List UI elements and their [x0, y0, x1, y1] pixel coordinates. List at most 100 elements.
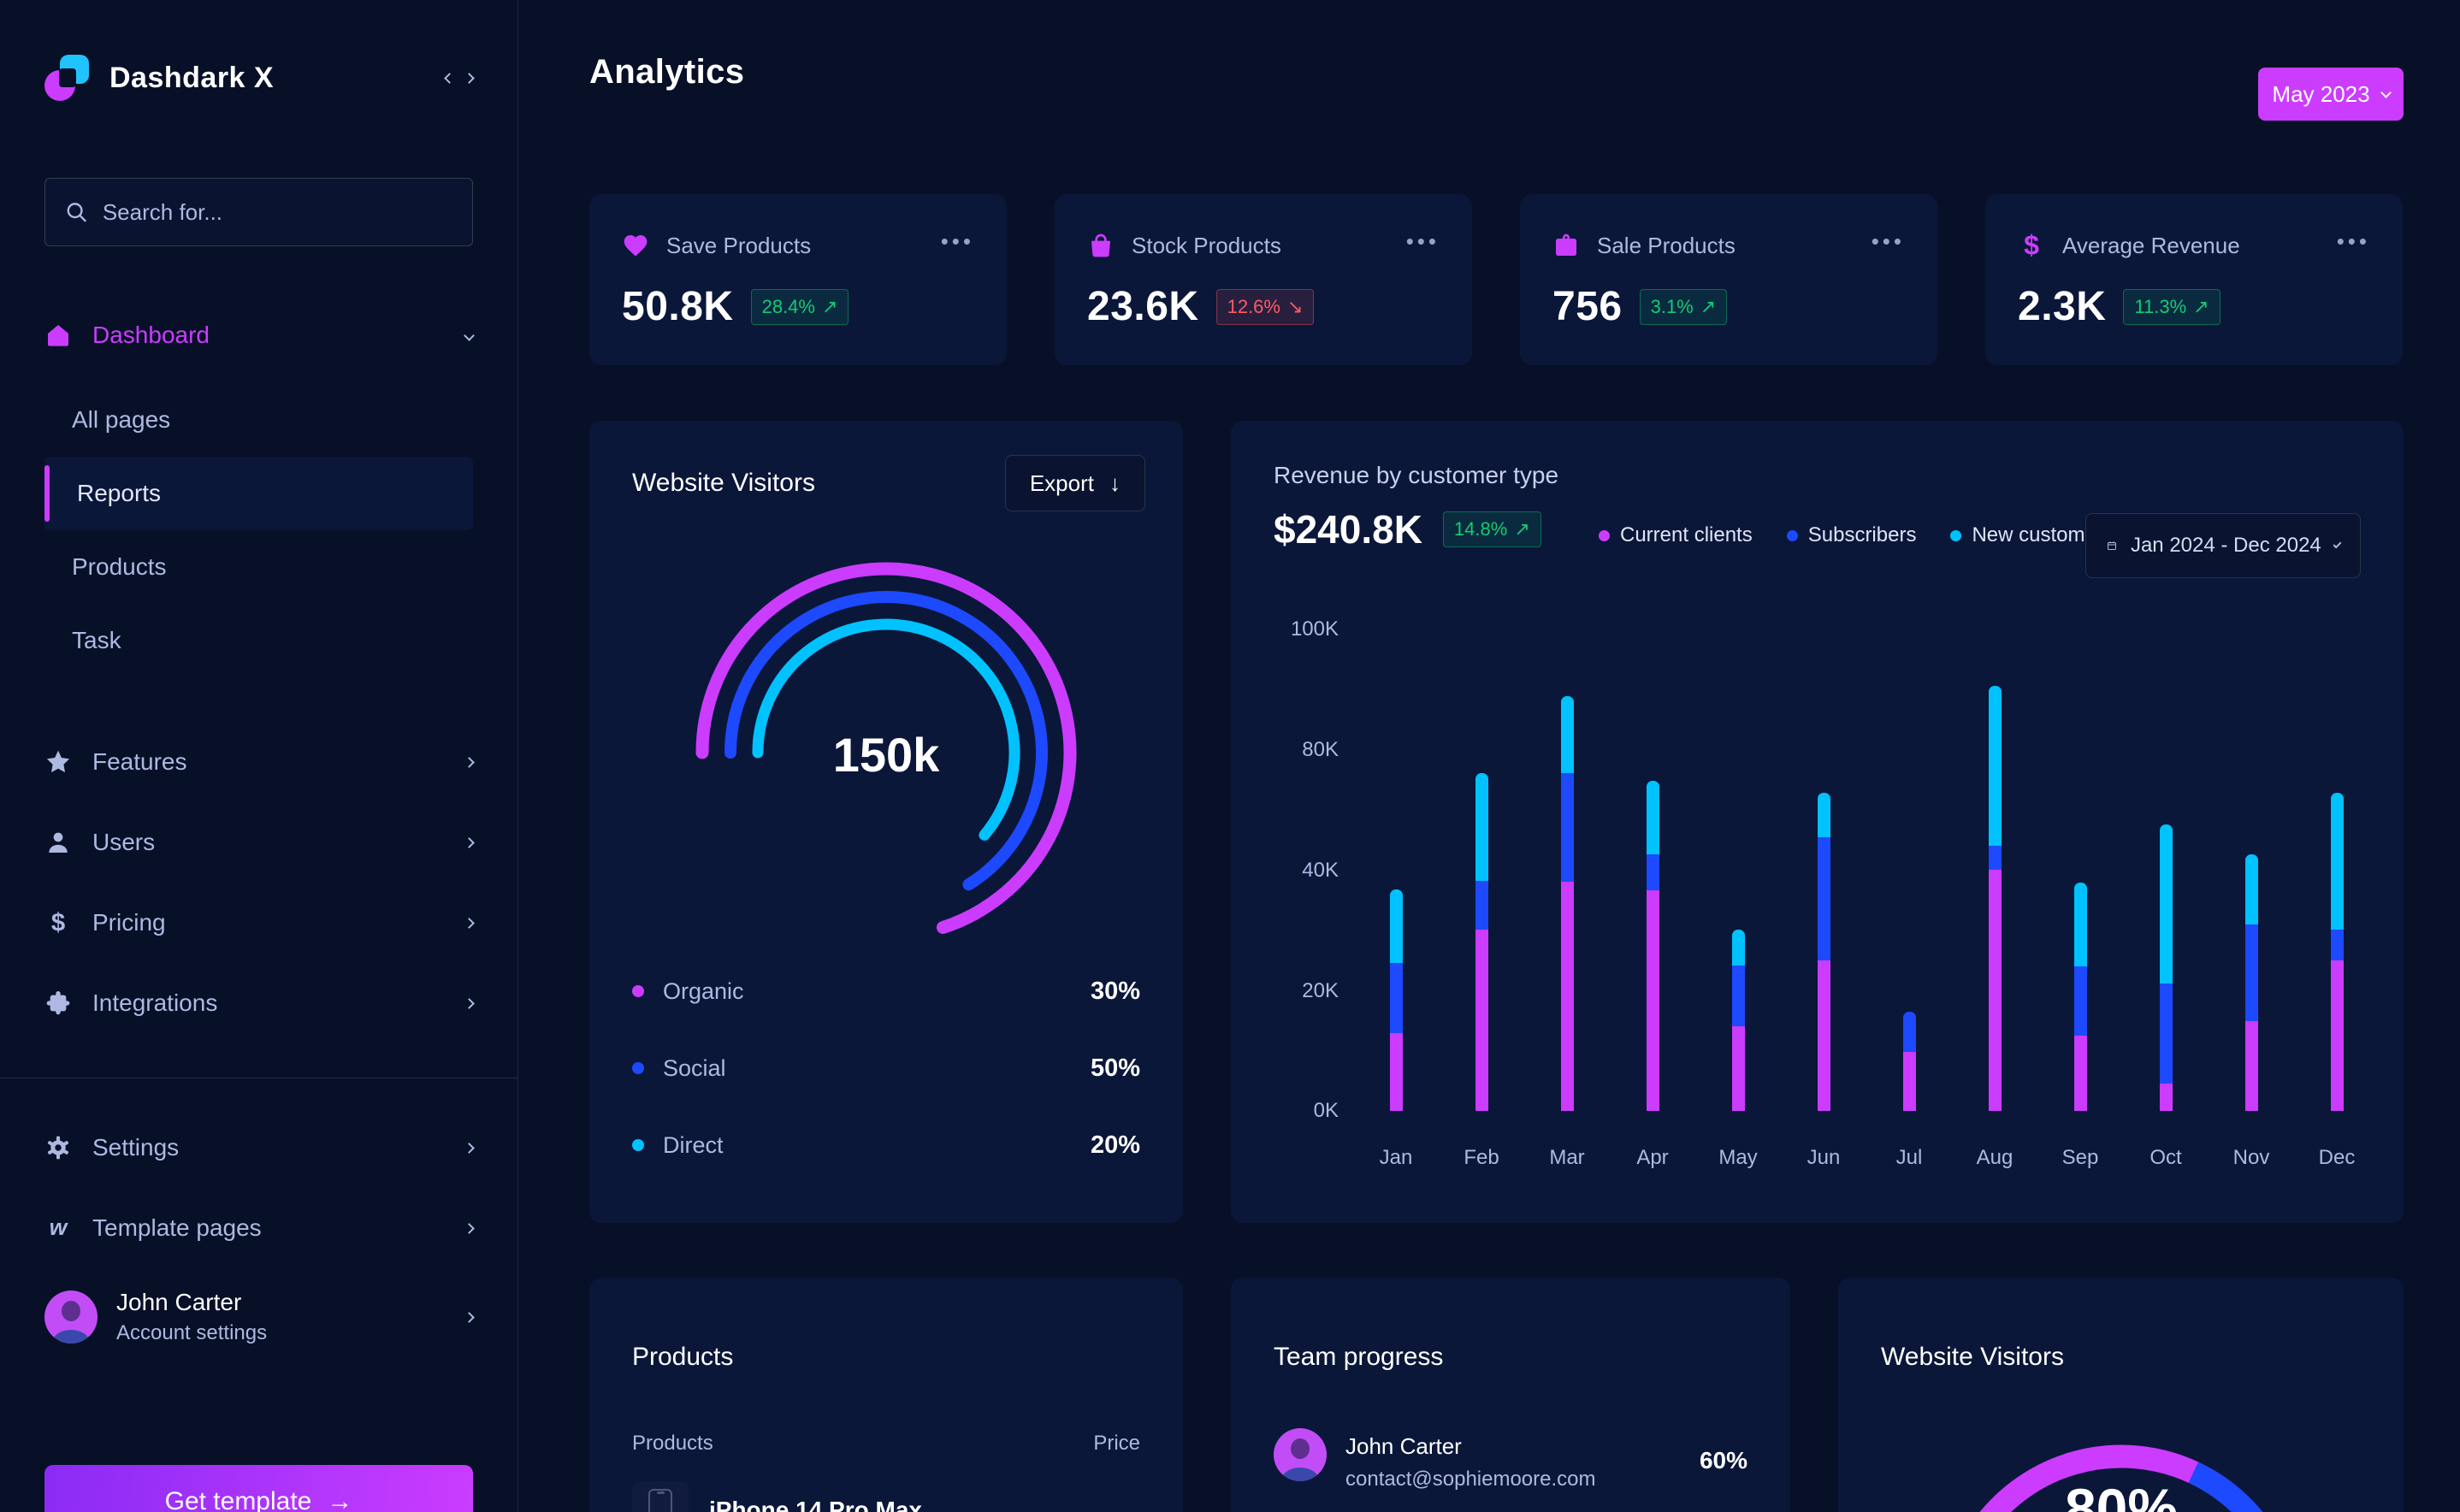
x-axis-label: Apr: [1636, 1146, 1669, 1169]
y-axis-tick: 0K: [1313, 1099, 1339, 1122]
webflow-icon: w: [50, 1214, 69, 1240]
sidebar-item-pricing[interactable]: $ Pricing: [44, 883, 475, 963]
legend-item-subscribers: Subscribers: [1786, 523, 1916, 547]
visitors-legend: Organic 30% Social 50% Direct 20%: [632, 953, 1140, 1184]
bar-segment: [1647, 890, 1659, 1111]
stacked-bar[interactable]: [1732, 929, 1745, 1111]
stat-delta-badge: 11.3% ↗: [2123, 288, 2221, 325]
legend-dot: [632, 985, 644, 997]
phone-icon: [648, 1489, 672, 1512]
bar-segment: [1732, 1025, 1745, 1111]
bar-segment: [2074, 966, 2087, 1037]
sidebar-item-integrations[interactable]: Integrations: [44, 963, 475, 1043]
bar-segment: [1647, 853, 1659, 891]
shopping-bag-icon: [1091, 233, 1110, 257]
y-axis-tick: 100K: [1290, 617, 1339, 641]
legend-row-organic: Organic 30%: [632, 953, 1140, 1030]
y-axis-tick: 40K: [1302, 859, 1339, 882]
puzzle-icon: [46, 991, 70, 1015]
sidebar-item-template-pages[interactable]: w Template pages: [44, 1188, 475, 1268]
star-icon: [46, 750, 70, 773]
sidebar-item-features[interactable]: Features: [44, 722, 475, 802]
sidebar-item-users[interactable]: Users: [44, 802, 475, 883]
card-title: Website Visitors: [632, 469, 815, 497]
stacked-bar[interactable]: [1989, 685, 2002, 1111]
account-settings-item[interactable]: John Carter Account settings: [44, 1289, 475, 1345]
date-range-selector[interactable]: Jan 2024 - Dec 2024: [2085, 513, 2361, 578]
legend-label: Direct: [663, 1131, 724, 1158]
stat-cards-row: Save Products ••• 50.8K 28.4% ↗ Stock Pro…: [589, 194, 2403, 365]
sidebar-item-settings[interactable]: Settings: [44, 1107, 475, 1188]
briefcase-icon: [1556, 233, 1576, 256]
product-thumbnail: [632, 1481, 689, 1512]
dollar-icon: $: [2024, 232, 2039, 259]
ellipsis-menu-icon[interactable]: •••: [1405, 228, 1440, 254]
bar-segment: [2331, 960, 2344, 1111]
sidebar-footer: Settings w Template pages: [44, 1107, 475, 1268]
stacked-bar[interactable]: [2074, 883, 2087, 1111]
legend-dot: [1786, 529, 1798, 541]
legend-value: 20%: [1090, 1131, 1140, 1159]
stat-label: Sale Products: [1597, 232, 1736, 258]
sidebar-collapse-control[interactable]: [444, 72, 475, 84]
search-box[interactable]: [44, 178, 473, 246]
stacked-bar[interactable]: [2160, 824, 2173, 1111]
card-title: Products: [632, 1343, 734, 1371]
team-progress-card: Team progress John Carter contact@sophie…: [1231, 1278, 1790, 1512]
chevron-right-icon: [464, 756, 475, 768]
sidebar-item-label: Template pages: [92, 1214, 262, 1241]
sidebar: Dashdark X Dashboard All pages Reports P…: [0, 0, 518, 1512]
product-name: iPhone 14 Pro Max: [709, 1497, 922, 1512]
stacked-bar[interactable]: [1647, 780, 1659, 1111]
stacked-bar[interactable]: [1818, 792, 1830, 1111]
sidebar-groups: Features Users $ Pricing: [44, 722, 475, 1043]
revenue-delta-badge: 14.8% ↗: [1442, 511, 1541, 547]
bar-segment: [2160, 1083, 2173, 1111]
x-axis-label: Jan: [1379, 1146, 1413, 1169]
dashboard-sub-list: All pages Reports Products Task: [44, 383, 473, 677]
home-icon: [48, 325, 68, 346]
revenue-bar-chart: 0K 20K 40K 80K 100K Jan Feb Mar Apr May Jun Jul Aug S…: [1231, 421, 2404, 1223]
svg-text:$: $: [2024, 232, 2039, 259]
sidebar-item-task[interactable]: Task: [72, 627, 121, 653]
x-axis-label: Jul: [1895, 1146, 1923, 1169]
arrow-right-icon: →: [327, 1487, 353, 1512]
stacked-bar[interactable]: [1561, 695, 1574, 1111]
column-header-price: Price: [1093, 1432, 1140, 1455]
stacked-bar[interactable]: [1390, 889, 1403, 1111]
trend-up-icon: ↗: [821, 295, 838, 317]
bar-segment: [2245, 924, 2258, 1021]
sidebar-item-dashboard[interactable]: Dashboard: [44, 303, 475, 368]
chevron-right-icon: [464, 997, 475, 1009]
chevron-right-icon: [464, 1311, 475, 1323]
legend-label: Organic: [663, 977, 744, 1004]
bar-segment: [2245, 1020, 2258, 1111]
sidebar-item-all-pages[interactable]: All pages: [72, 406, 171, 433]
stat-label: Save Products: [666, 232, 812, 258]
stacked-bar[interactable]: [2245, 854, 2258, 1111]
get-template-button[interactable]: Get template →: [44, 1465, 473, 1512]
export-button[interactable]: Export ↓: [1004, 455, 1145, 511]
sidebar-item-products[interactable]: Products: [72, 553, 167, 580]
avatar: [1274, 1428, 1327, 1481]
stacked-bar[interactable]: [1475, 772, 1488, 1111]
period-selector-button[interactable]: May 2023: [2258, 68, 2404, 121]
chevron-right-icon: [464, 1222, 475, 1234]
stat-label: Average Revenue: [2062, 232, 2240, 258]
stat-card-sale-products: Sale Products ••• 756 3.1% ↗: [1520, 194, 1937, 365]
app-logo-icon: [44, 55, 91, 101]
account-name: John Carter: [116, 1289, 242, 1315]
search-icon: [67, 203, 87, 222]
ellipsis-menu-icon[interactable]: •••: [1871, 228, 1905, 254]
donut-center-value: 150k: [832, 728, 940, 782]
dollar-icon: $: [51, 909, 65, 936]
ellipsis-menu-icon[interactable]: •••: [940, 228, 974, 254]
sidebar-item-reports[interactable]: Reports: [44, 457, 473, 530]
stacked-bar[interactable]: [2331, 792, 2344, 1111]
stacked-bar[interactable]: [1903, 1012, 1916, 1111]
avatar: [44, 1291, 98, 1344]
ellipsis-menu-icon[interactable]: •••: [2336, 228, 2370, 254]
search-input[interactable]: [102, 198, 453, 226]
logo-row: Dashdark X: [44, 55, 475, 101]
x-axis-label: Nov: [2232, 1146, 2270, 1169]
